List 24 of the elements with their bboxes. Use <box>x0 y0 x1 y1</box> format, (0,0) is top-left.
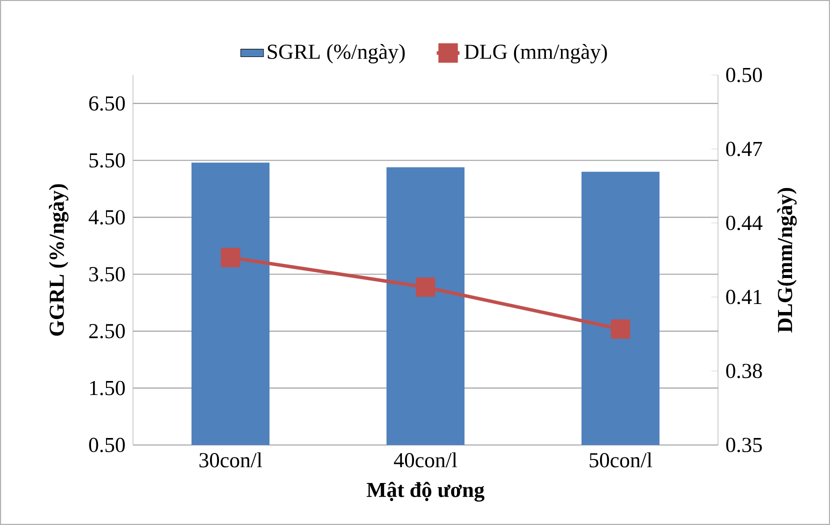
x-tick-label: 40con/l <box>394 452 458 468</box>
x-tick-label: 50con/l <box>590 452 652 468</box>
legend-label: DLG (mm/ngày) <box>464 44 607 64</box>
y-tick-label: 1.50 <box>90 380 125 396</box>
y-tick-label: 2.50 <box>89 324 125 338</box>
y2-tick-label: 0.50 <box>726 68 762 82</box>
point <box>610 319 630 339</box>
point <box>220 248 240 268</box>
y-axis-title: GGRL (%/ngày) <box>48 184 68 336</box>
point <box>416 277 436 297</box>
y-tick-label: 3.50 <box>89 267 125 282</box>
x-tick-label: 30con/l <box>200 452 262 468</box>
y2-axis-title: DLG(mm/ngày) <box>777 188 797 333</box>
y2-tick-label: 0.44 <box>726 216 762 230</box>
y-tick-label: 0.50 <box>89 438 125 452</box>
y-tick-label: 4.50 <box>88 210 125 225</box>
y2-tick-label: 0.35 <box>726 438 762 452</box>
y2-tick-label: 0.47 <box>726 142 762 156</box>
x-axis-title: Mật độ ương <box>366 482 484 502</box>
y-tick-label: 6.50 <box>89 96 125 111</box>
y2-tick-label: 0.41 <box>726 290 762 304</box>
y2-tick-label: 0.38 <box>726 364 762 378</box>
y-tick-label: 5.50 <box>90 153 125 168</box>
legend-label: SGRL (%/ngày) <box>268 44 405 64</box>
